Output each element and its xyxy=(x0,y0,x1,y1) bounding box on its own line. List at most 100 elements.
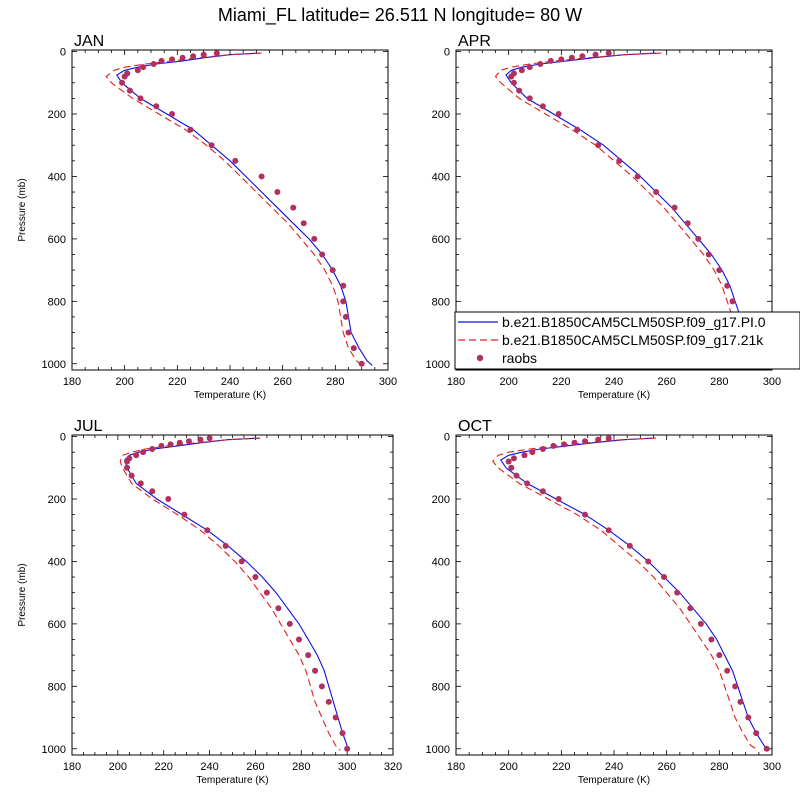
x-tick-label: 240 xyxy=(605,376,623,388)
series-line-21k xyxy=(105,52,363,366)
y-tick-label: 600 xyxy=(432,619,450,631)
panel-title: APR xyxy=(458,33,491,50)
data-point-raobs xyxy=(238,558,245,565)
data-point-raobs xyxy=(626,542,633,549)
y-tick-label: 400 xyxy=(432,171,450,183)
data-point-raobs xyxy=(312,667,319,674)
x-tick-label: 300 xyxy=(379,376,397,388)
y-tick-label: 600 xyxy=(48,619,66,631)
data-point-raobs xyxy=(150,61,157,68)
data-point-raobs xyxy=(165,496,172,502)
x-tick-label: 220 xyxy=(155,761,173,773)
data-point-raobs xyxy=(124,464,131,471)
data-point-raobs xyxy=(595,436,602,443)
x-axis-label: Temperature (K) xyxy=(578,775,650,786)
data-point-raobs xyxy=(222,542,229,549)
series-group xyxy=(494,50,762,367)
data-point-raobs xyxy=(169,111,176,117)
x-tick-label: 240 xyxy=(221,376,239,388)
data-point-raobs xyxy=(208,142,215,149)
data-point-raobs xyxy=(350,345,357,352)
x-tick-label: 260 xyxy=(657,376,675,388)
panel-jul: JUL 180 200 220 240 260 280 300 320 0 200 400 600 800… xyxy=(17,418,402,786)
data-point-raobs xyxy=(119,79,126,86)
data-point-raobs xyxy=(521,452,528,459)
x-tick-label: 280 xyxy=(710,761,728,773)
x-tick-label: 300 xyxy=(338,761,356,773)
x-axis-label: Temperature (K) xyxy=(196,775,268,786)
data-point-raobs xyxy=(295,636,302,643)
y-tick-label: 0 xyxy=(60,47,66,59)
data-point-raobs xyxy=(137,95,144,102)
x-tick-label: 200 xyxy=(499,376,517,388)
data-point-raobs xyxy=(158,442,165,449)
data-point-raobs xyxy=(684,220,691,227)
x-tick-label: 300 xyxy=(763,376,781,388)
data-point-raobs xyxy=(518,67,525,74)
data-point-raobs xyxy=(508,464,515,471)
x-tick-label: 280 xyxy=(326,376,344,388)
data-point-raobs xyxy=(524,480,531,487)
data-point-raobs xyxy=(252,574,259,581)
data-point-raobs xyxy=(508,73,515,80)
data-point-raobs xyxy=(716,652,723,659)
data-point-raobs xyxy=(340,282,347,289)
x-tick-label: 280 xyxy=(710,376,728,388)
data-point-raobs xyxy=(232,157,239,164)
data-point-raobs xyxy=(358,360,365,367)
data-point-raobs xyxy=(616,157,623,164)
data-point-raobs xyxy=(286,620,293,627)
data-point-raobs xyxy=(206,435,213,442)
y-tick-label: 200 xyxy=(432,109,450,121)
data-point-raobs xyxy=(661,574,668,581)
data-point-raobs xyxy=(697,620,704,627)
y-tick-label: 400 xyxy=(48,556,66,568)
series-line-pi xyxy=(500,437,770,751)
x-tick-label: 200 xyxy=(109,761,127,773)
y-tick-label: 800 xyxy=(48,296,66,308)
data-point-raobs xyxy=(158,57,165,64)
data-point-raobs xyxy=(645,558,652,565)
y-tick-label: 1000 xyxy=(426,359,450,371)
y-axis-label: Pressure (mb) xyxy=(17,178,28,241)
y-tick-label: 200 xyxy=(432,494,450,506)
data-point-raobs xyxy=(555,111,562,117)
x-tick-label: 180 xyxy=(63,761,81,773)
series-group xyxy=(119,435,351,752)
data-point-raobs xyxy=(137,480,144,487)
x-tick-label: 260 xyxy=(657,761,675,773)
data-point-raobs xyxy=(745,714,752,721)
panel-title: JAN xyxy=(74,33,104,50)
figure-title: Miami_FL latitude= 26.511 N longitude= 8… xyxy=(218,5,582,26)
legend-label-pi: b.e21.B1850CAM5CLM50SP.f09_g17.PI.0 xyxy=(502,314,766,330)
data-point-raobs xyxy=(674,589,681,596)
data-point-raobs xyxy=(169,56,176,63)
data-point-raobs xyxy=(539,446,546,453)
data-point-raobs xyxy=(555,496,562,502)
data-point-raobs xyxy=(729,298,736,305)
y-tick-label: 800 xyxy=(432,681,450,693)
data-point-raobs xyxy=(582,438,589,445)
y-tick-label: 200 xyxy=(48,109,66,121)
data-point-raobs xyxy=(153,103,160,110)
panel-jan: JAN 180 200 220 240 260 280 300 0 200 400 600 800 100… xyxy=(17,33,397,401)
data-point-raobs xyxy=(671,204,678,211)
data-point-raobs xyxy=(753,730,760,737)
data-point-raobs xyxy=(526,64,533,71)
data-point-raobs xyxy=(126,87,133,94)
data-point-raobs xyxy=(124,458,131,465)
y-tick-label: 600 xyxy=(48,234,66,246)
data-point-raobs xyxy=(179,54,186,61)
y-tick-label: 800 xyxy=(48,681,66,693)
data-point-raobs xyxy=(592,51,599,58)
y-tick-label: 0 xyxy=(60,432,66,444)
data-point-raobs xyxy=(732,683,739,690)
plot-frame xyxy=(455,434,773,756)
data-point-raobs xyxy=(571,439,578,446)
data-point-raobs xyxy=(342,313,349,320)
data-point-raobs xyxy=(200,51,207,58)
panel-oct: OCT 180 200 220 240 260 280 300 0 200 400 600 800 100… xyxy=(426,418,782,786)
data-point-raobs xyxy=(121,73,128,80)
data-point-raobs xyxy=(204,527,211,534)
data-point-raobs xyxy=(300,220,307,227)
